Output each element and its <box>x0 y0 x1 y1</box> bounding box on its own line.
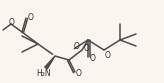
Text: O: O <box>74 42 80 50</box>
Text: O: O <box>28 13 34 21</box>
Text: O: O <box>84 43 90 53</box>
Text: O: O <box>90 54 96 62</box>
Text: O: O <box>9 18 15 26</box>
Text: H₂N: H₂N <box>37 68 51 78</box>
Text: O: O <box>105 50 111 60</box>
Text: O: O <box>76 68 82 78</box>
Polygon shape <box>45 56 55 69</box>
